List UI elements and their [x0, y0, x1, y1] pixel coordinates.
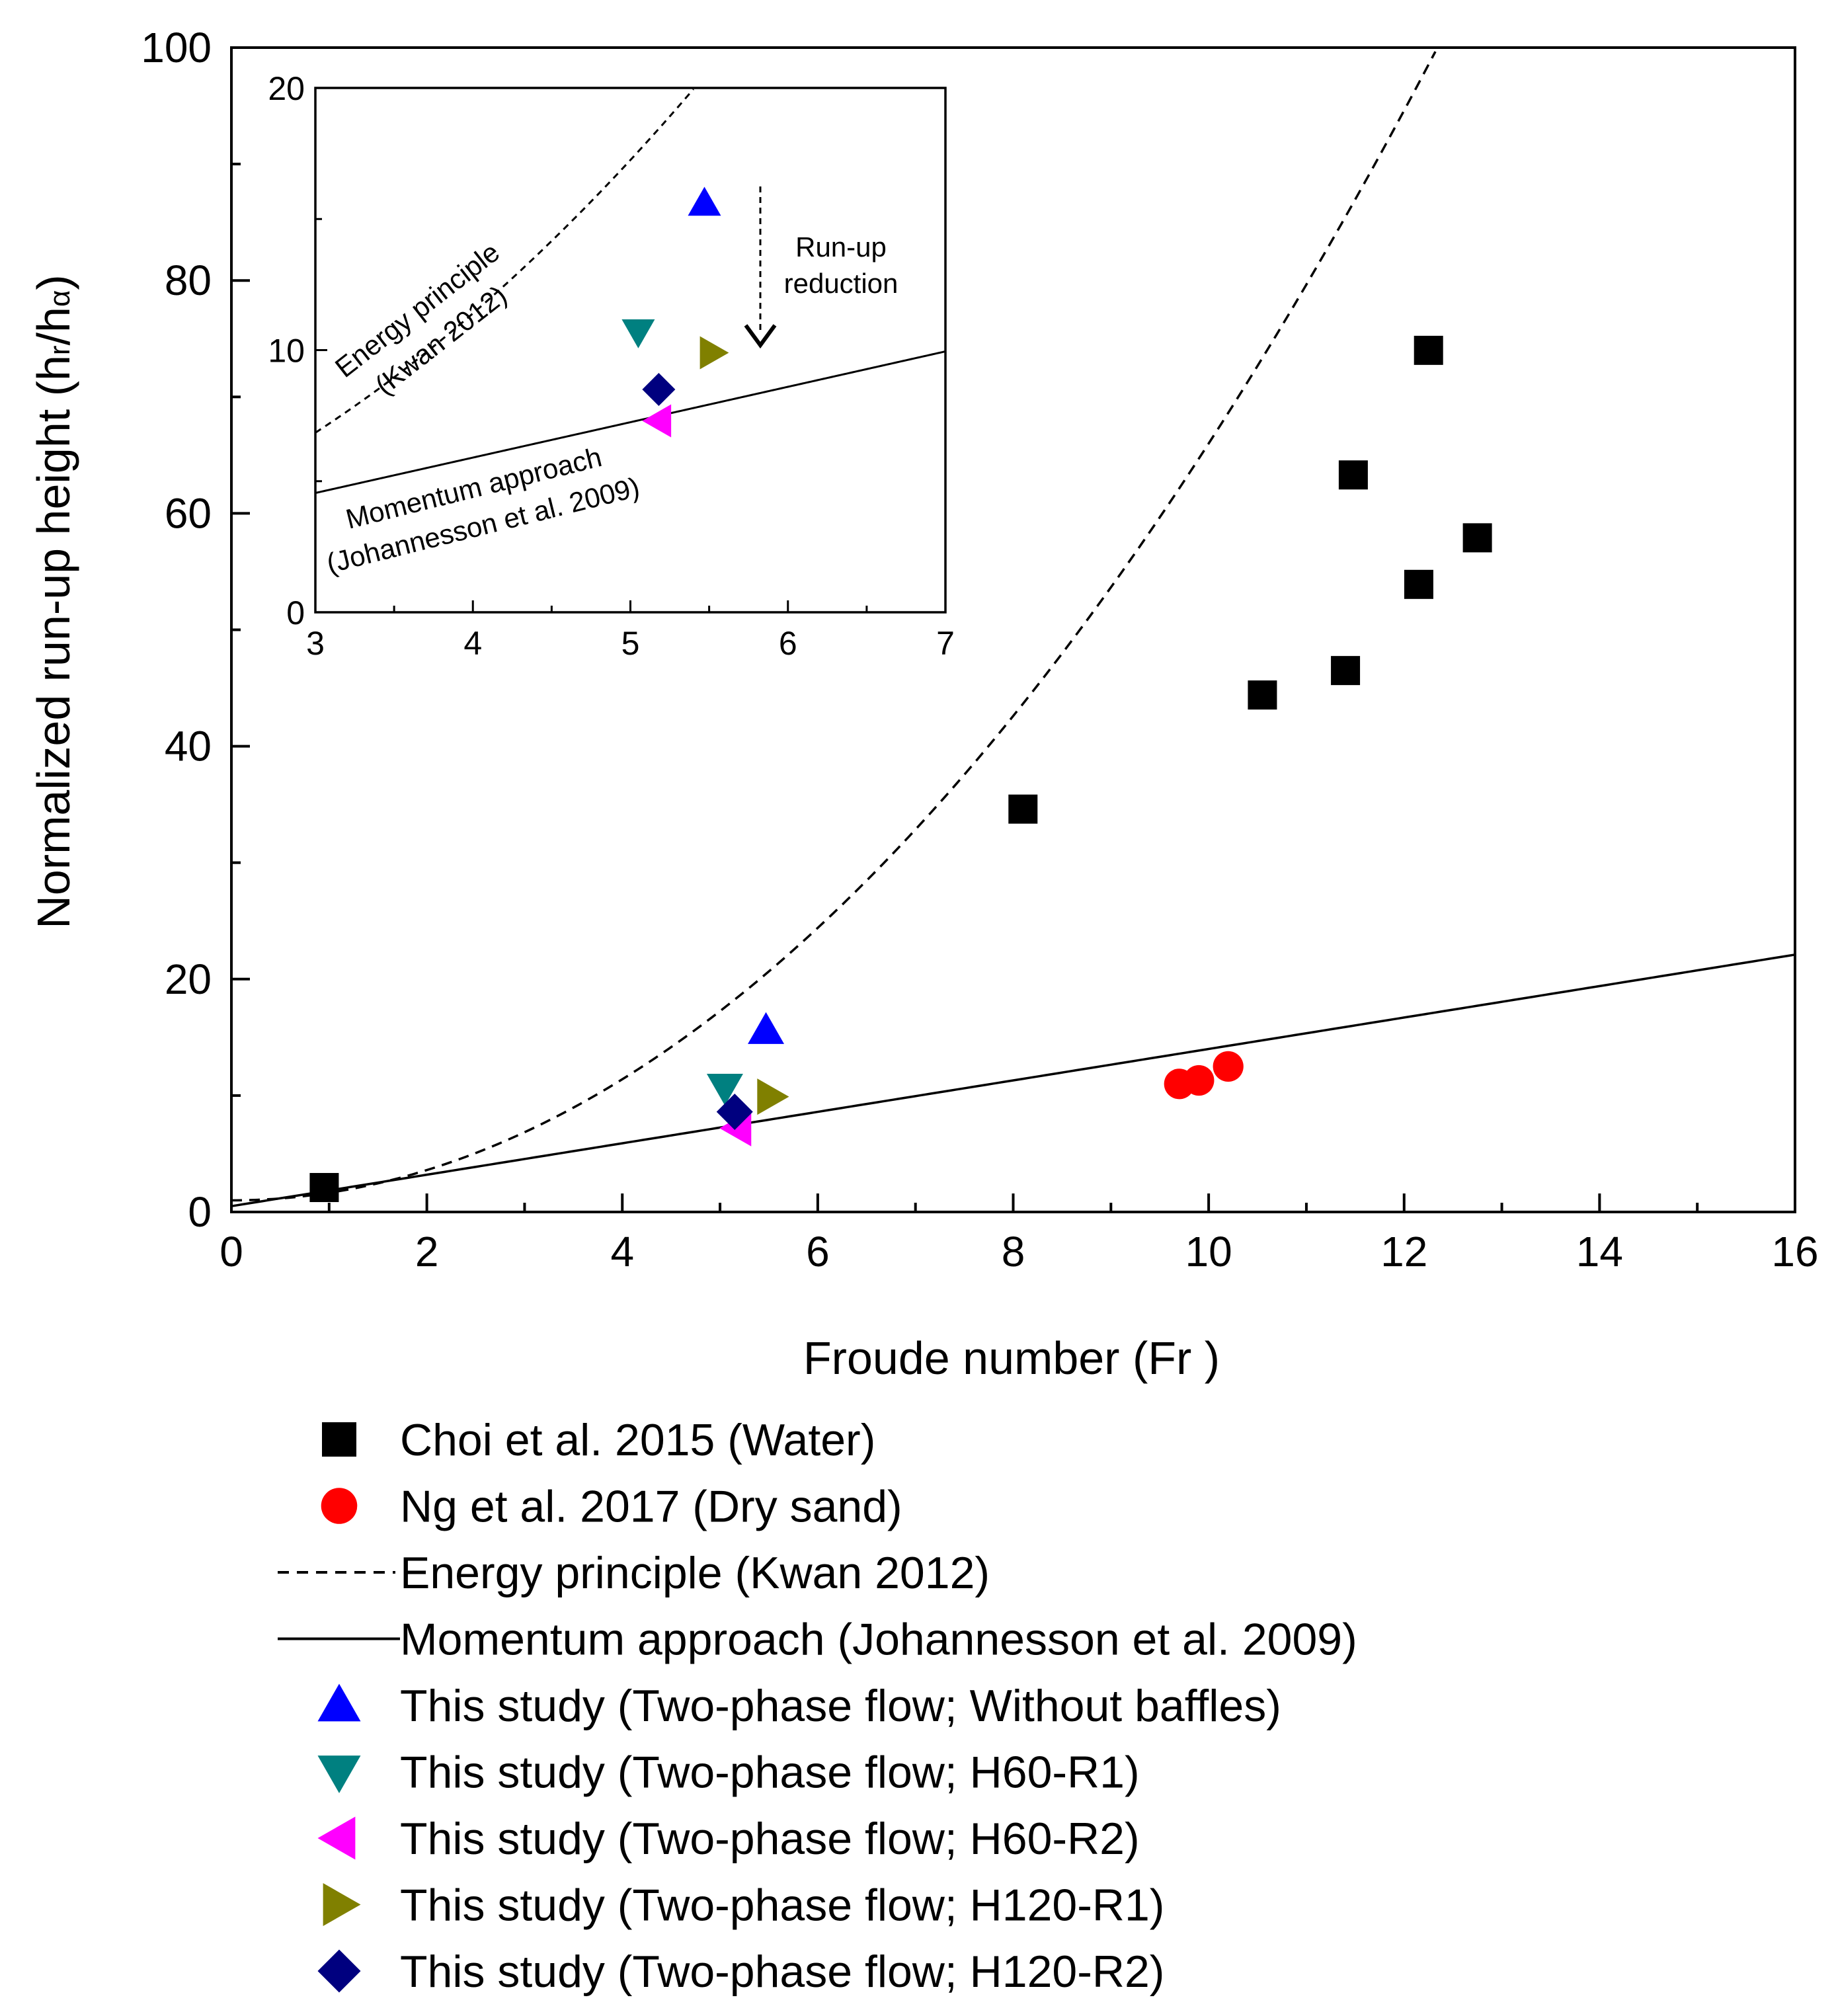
x-tick-label: 8 [1002, 1228, 1025, 1275]
legend: Choi et al. 2015 (Water) Ng et al. 2017 (… [278, 1415, 1357, 1997]
choi-data-point [1248, 680, 1277, 710]
inset-momentum-curve [315, 350, 946, 495]
y-tick-label: 60 [165, 489, 212, 537]
legend-square-icon [322, 1422, 356, 1457]
choi-data-point [309, 1173, 339, 1203]
inset-y-tick-label: 10 [268, 333, 305, 370]
inset-h60r2-data-point [642, 404, 672, 438]
x-tick-label: 0 [220, 1228, 243, 1275]
legend-label: This study (Two-phase flow; H120-R1) [400, 1880, 1164, 1931]
choi-data-point [1404, 569, 1433, 599]
choi-data-point [1331, 656, 1361, 686]
y-label-mid: /h [28, 307, 79, 345]
y-tick-label: 0 [188, 1188, 212, 1236]
inset-y-tick-label: 0 [286, 594, 305, 631]
legend-label: Momentum approach (Johannesson et al. 20… [400, 1615, 1357, 1665]
y-tick-label: 40 [165, 723, 212, 770]
ng-data-point [1213, 1051, 1244, 1082]
nobaffle-data-point [748, 1012, 785, 1044]
inset-x-tick-label: 4 [463, 625, 482, 662]
legend-circle-icon [321, 1488, 358, 1524]
y-tick-label: 100 [141, 24, 212, 71]
y-label-sub-alpha: α [44, 290, 76, 307]
choi-data-point [1008, 794, 1038, 824]
x-tick-label: 6 [806, 1228, 830, 1275]
inset-frame [314, 87, 947, 614]
choi-data-point [1338, 460, 1368, 490]
x-tick-label: 10 [1185, 1228, 1232, 1275]
legend-label: Ng et al. 2017 (Dry sand) [400, 1482, 902, 1532]
legend-label: This study (Two-phase flow; H60-R2) [400, 1814, 1140, 1864]
legend-triangle-down-icon [317, 1755, 361, 1793]
inset-h120r2-data-point [642, 372, 676, 406]
run-up-reduction-label: Run-up [795, 231, 887, 262]
legend-label: Energy principle (Kwan 2012) [400, 1548, 990, 1598]
x-tick-label: 14 [1576, 1228, 1623, 1275]
legend-diamond-icon [317, 1949, 361, 1993]
energy-principle-curve [231, 51, 1437, 1202]
inset-y-tick-label: 20 [268, 70, 305, 107]
momentum-approach-curve [231, 953, 1796, 1207]
legend-label: Choi et al. 2015 (Water) [400, 1415, 875, 1465]
inset-energy-curve [315, 88, 694, 434]
legend-triangle-left-icon [317, 1816, 356, 1860]
x-tick-label: 16 [1771, 1228, 1818, 1275]
x-tick-label: 12 [1380, 1228, 1427, 1275]
legend-label: This study (Two-phase flow; Without baff… [400, 1681, 1281, 1731]
choi-data-point [1414, 335, 1443, 365]
inset-x-tick-label: 7 [936, 625, 955, 662]
inset-x-tick-label: 3 [306, 625, 325, 662]
h120r1-data-point [757, 1078, 789, 1115]
h120r2-data-point [716, 1094, 753, 1131]
inset-nobaffle-data-point [688, 186, 721, 216]
y-tick-label: 80 [165, 257, 212, 304]
y-label-sub-r: r [44, 345, 76, 355]
legend-label: This study (Two-phase flow; H120-R2) [400, 1947, 1164, 1997]
legend-triangle-up-icon [317, 1683, 361, 1722]
inset-x-tick-label: 5 [621, 625, 640, 662]
run-up-reduction-label: reduction [784, 268, 898, 299]
h60r1-data-point [706, 1073, 743, 1106]
x-tick-label: 2 [415, 1228, 439, 1275]
run-up-reduction-arrowhead [744, 324, 777, 349]
inset-x-tick-label: 6 [779, 625, 797, 662]
x-tick-label: 4 [610, 1228, 634, 1275]
y-axis-label: Normalized run-up height (hr/hα) [28, 274, 79, 928]
inset-h120r1-data-point [699, 336, 729, 370]
inset-h60r1-data-point [621, 319, 655, 348]
y-tick-label: 20 [165, 955, 212, 1003]
ng-data-point [1183, 1065, 1215, 1096]
x-axis-label: Froude number (Fr ) [803, 1332, 1220, 1384]
legend-triangle-right-icon [323, 1883, 361, 1926]
y-label-end: ) [28, 274, 79, 290]
choi-data-point [1462, 523, 1492, 553]
legend-label: This study (Two-phase flow; H60-R1) [400, 1748, 1140, 1798]
y-label-main: Normalized run-up height (h [28, 355, 79, 929]
